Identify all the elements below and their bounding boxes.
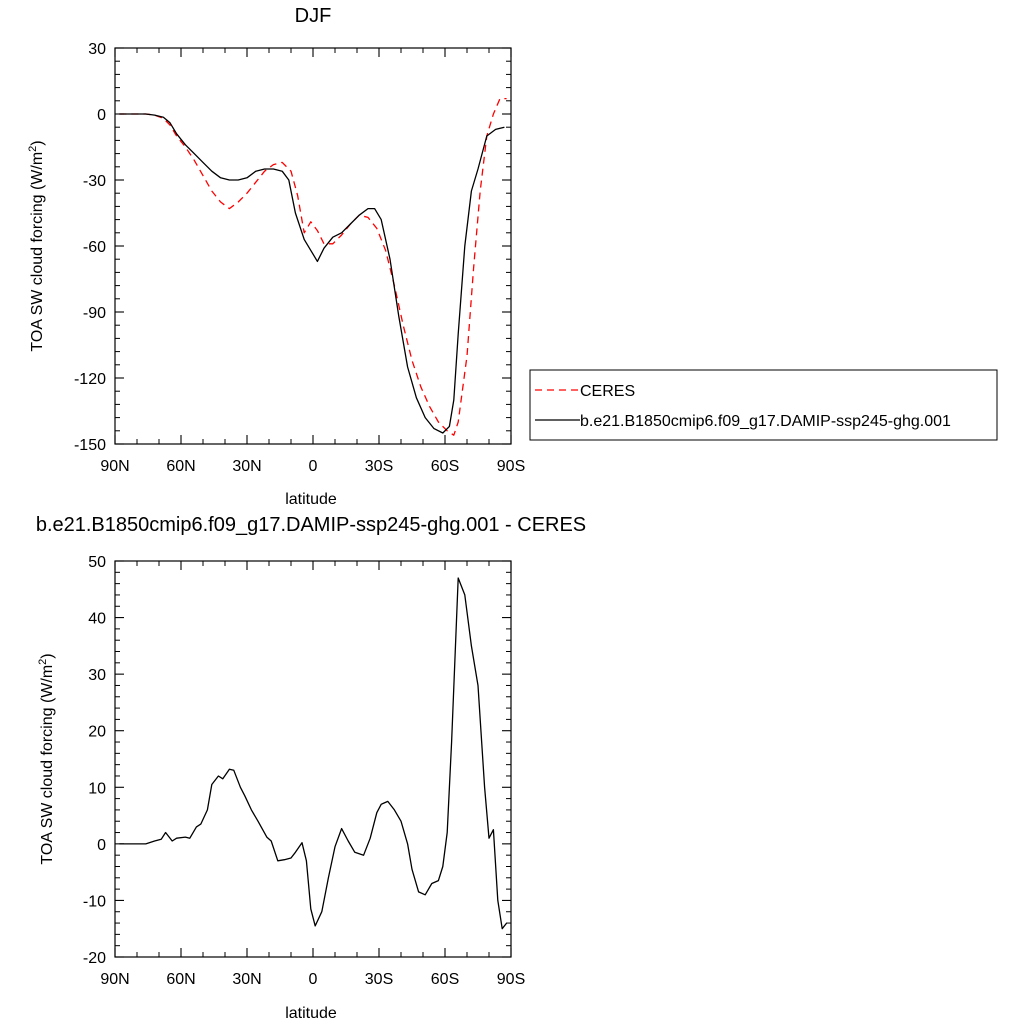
bottom-panel: b.e21.B1850cmip6.f09_g17.DAMIP-ssp245-gh… (36, 514, 586, 1022)
bottom-chart-title: b.e21.B1850cmip6.f09_g17.DAMIP-ssp245-gh… (36, 514, 586, 536)
top-y-tick-label: -150 (74, 437, 106, 454)
top-x-tick-label: 60S (431, 458, 459, 475)
bottom-x-tick-label: 60S (431, 971, 459, 988)
legend: CERES b.e21.B1850cmip6.f09_g17.DAMIP-ssp… (529, 369, 998, 441)
top-panel: DJF 90N 60N 30N 0 30S 60S 90S 30 0 -30 -60 -90 -120 -… (27, 5, 525, 508)
legend-box (529, 369, 998, 441)
bottom-x-tick-label: 30N (232, 971, 261, 988)
top-x-tick-label: 0 (309, 458, 318, 475)
bottom-x-axis-title: latitude (285, 1005, 337, 1022)
top-y-tick-label: -30 (83, 173, 106, 190)
top-y-axis-title: TOA SW cloud forcing (W/m2) (27, 140, 46, 351)
bottom-y-tick-label: -20 (83, 950, 106, 967)
top-x-tick-label: 60N (166, 458, 195, 475)
bottom-plot-frame (114, 560, 512, 958)
top-x-axis-title: latitude (285, 491, 337, 508)
top-x-tick-label: 30S (365, 458, 393, 475)
bottom-x-tick-label: 0 (309, 971, 318, 988)
bottom-y-tick-label: 30 (88, 667, 106, 684)
top-x-tick-label: 90N (100, 458, 129, 475)
bottom-y-tick-label: 40 (88, 611, 106, 628)
bottom-y-axis-title: TOA SW cloud forcing (W/m2) (37, 653, 56, 864)
bottom-y-tick-label: 0 (97, 837, 106, 854)
top-series-line-model (119, 113, 505, 434)
bottom-x-tick-label: 30S (365, 971, 393, 988)
top-series-line-ceres (119, 97, 507, 436)
legend-model-label: b.e21.B1850cmip6.f09_g17.DAMIP-ssp245-gh… (580, 413, 951, 430)
top-chart-title: DJF (295, 5, 332, 27)
top-y-tick-label: 30 (88, 41, 106, 58)
bottom-x-tick-label: 90S (497, 971, 525, 988)
top-x-tick-label: 30N (232, 458, 261, 475)
top-y-tick-label: -90 (83, 305, 106, 322)
top-plot-frame (114, 47, 512, 445)
bottom-series-line-model (119, 577, 508, 930)
top-x-tick-label: 90S (497, 458, 525, 475)
bottom-x-tick-label: 60N (166, 971, 195, 988)
bottom-y-tick-label: 20 (88, 724, 106, 741)
legend-ceres-label: CERES (580, 383, 635, 400)
bottom-y-tick-label: 10 (88, 780, 106, 797)
top-y-tick-label: -120 (74, 371, 106, 388)
bottom-y-tick-label: -10 (83, 893, 106, 910)
top-y-tick-label: 0 (97, 107, 106, 124)
bottom-y-tick-label: 50 (88, 554, 106, 571)
bottom-x-tick-label: 90N (100, 971, 129, 988)
top-y-tick-label: -60 (83, 239, 106, 256)
